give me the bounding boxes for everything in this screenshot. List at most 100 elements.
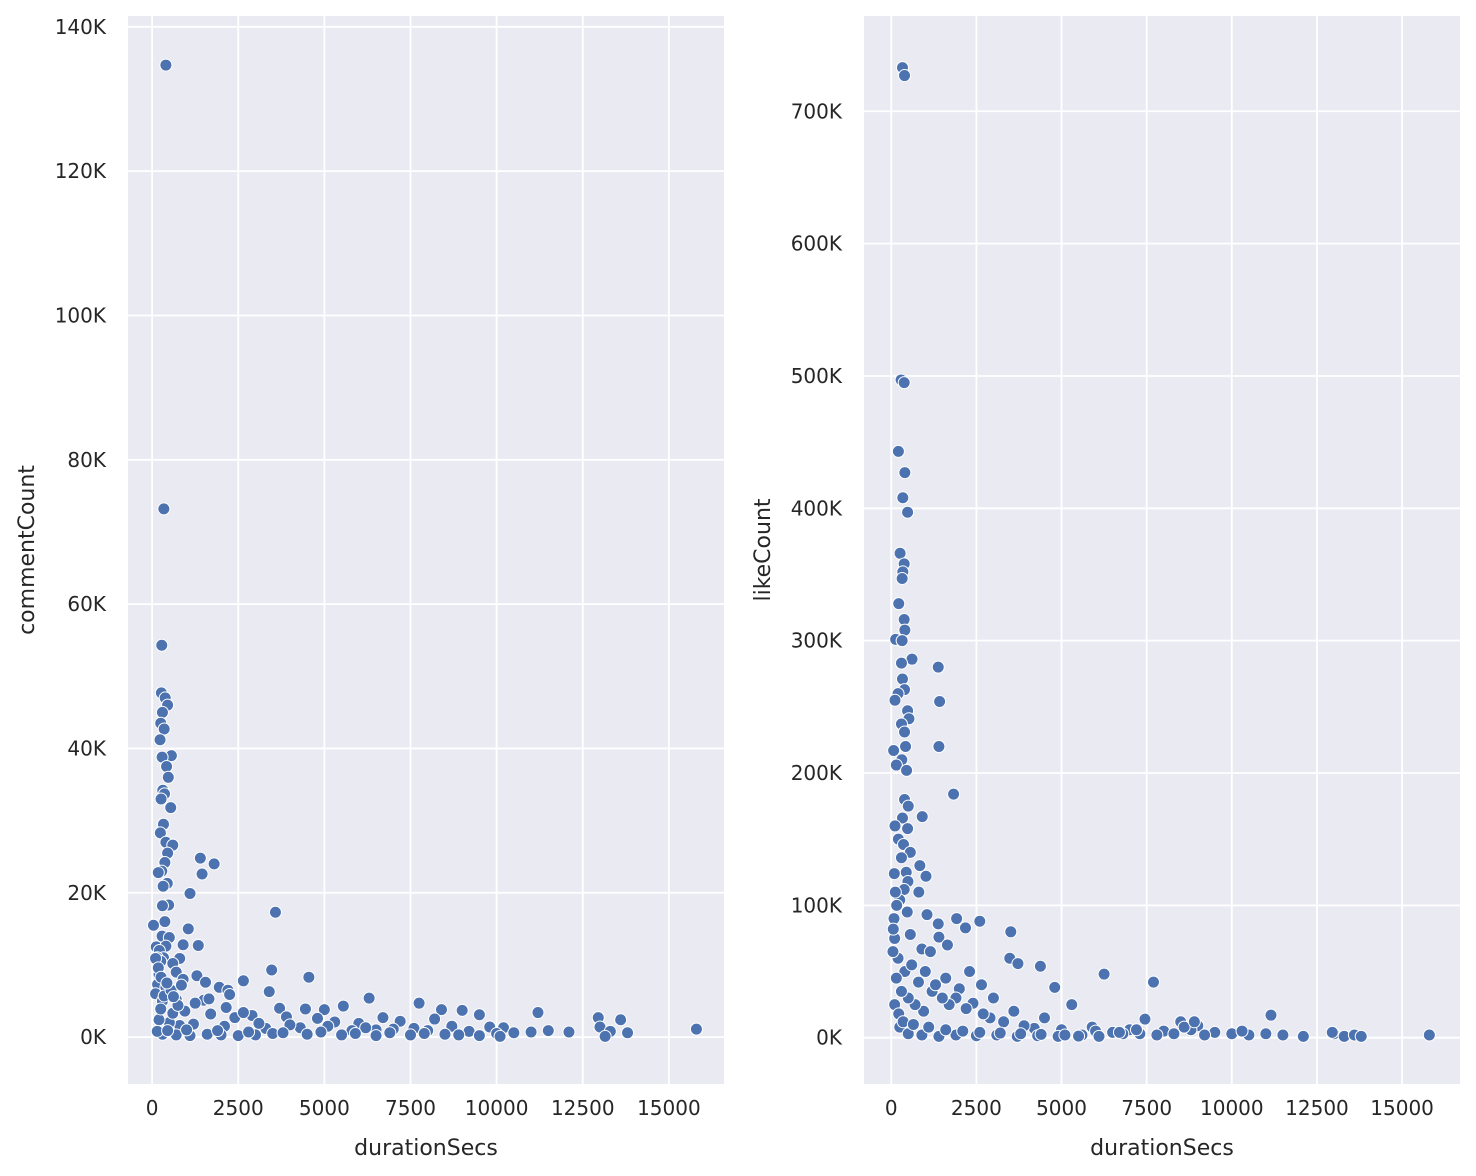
data-point [348, 1026, 362, 1040]
x-tick-label: 10000 [1200, 1096, 1264, 1120]
data-point [1004, 925, 1018, 939]
data-point [976, 1007, 990, 1021]
y-tick-label: 600K [791, 232, 843, 256]
data-point [276, 1026, 290, 1040]
data-point [898, 466, 912, 480]
data-point [898, 69, 912, 83]
data-point [1038, 1011, 1052, 1025]
data-point [1296, 1029, 1310, 1043]
data-point [906, 1017, 920, 1031]
data-point [1033, 959, 1047, 973]
y-tick-label: 500K [791, 364, 843, 388]
data-point [901, 822, 915, 836]
data-point [417, 1026, 431, 1040]
data-point [1014, 1027, 1028, 1041]
data-point [958, 921, 972, 935]
data-point [598, 1029, 612, 1043]
data-point [1325, 1025, 1339, 1039]
data-point [886, 945, 900, 959]
data-point [935, 991, 949, 1005]
data-point [920, 908, 934, 922]
y-tick-label: 0K [80, 1025, 107, 1049]
data-point [919, 869, 933, 883]
data-point [268, 905, 282, 919]
data-point [242, 1025, 256, 1039]
data-point [895, 634, 909, 648]
data-point [219, 1001, 233, 1015]
data-point [199, 975, 213, 989]
data-point [1058, 1028, 1072, 1042]
data-point [155, 705, 169, 719]
data-point [302, 970, 316, 984]
x-tick-label: 7500 [1121, 1096, 1172, 1120]
data-point [314, 1025, 328, 1039]
data-point [894, 984, 908, 998]
data-point [157, 502, 171, 516]
y-tick-label: 80K [67, 448, 106, 472]
data-point [524, 1025, 538, 1039]
data-point [452, 1028, 466, 1042]
data-point [915, 810, 929, 824]
data-point [1198, 1028, 1212, 1042]
data-point [376, 1011, 390, 1025]
x-tick-label: 10000 [465, 1096, 529, 1120]
data-point [1177, 1020, 1191, 1034]
data-point [689, 1022, 703, 1036]
x-tick-label: 15000 [637, 1096, 701, 1120]
plot-area [128, 16, 724, 1084]
data-point [1092, 1029, 1106, 1043]
data-point [166, 990, 180, 1004]
data-point [300, 1027, 314, 1041]
data-point [403, 1028, 417, 1042]
data-point [161, 770, 175, 784]
data-point [931, 917, 945, 931]
data-point [939, 1023, 953, 1037]
data-point [1112, 1025, 1126, 1039]
like-count-panel: 0 2500 5000 7500 10000 12500 15000 0K 100K 200K 30… [751, 16, 1460, 1161]
data-point [973, 914, 987, 928]
data-point [929, 978, 943, 992]
data-point [894, 656, 908, 670]
data-point [901, 799, 915, 813]
x-tick-label: 5000 [1036, 1096, 1087, 1120]
data-point [905, 958, 919, 972]
data-point [901, 505, 915, 519]
data-point [507, 1026, 521, 1040]
data-point [888, 693, 902, 707]
data-point [933, 695, 947, 709]
data-point [621, 1026, 635, 1040]
data-point [1007, 1004, 1021, 1018]
data-point [917, 1004, 931, 1018]
data-point [158, 915, 172, 929]
data-point [913, 859, 927, 873]
data-point [472, 1029, 486, 1043]
data-point [896, 491, 910, 505]
data-point [252, 1016, 266, 1030]
data-point [963, 965, 977, 979]
data-point [362, 991, 376, 1005]
data-point [1034, 1027, 1048, 1041]
data-point [438, 1027, 452, 1041]
data-point [155, 899, 169, 913]
data-point [1129, 1023, 1143, 1037]
comment-count-panel: 0 2500 5000 7500 10000 12500 15000 0K 20K 40K 60K 8… [15, 15, 724, 1161]
data-point [190, 969, 204, 983]
data-point [455, 1003, 469, 1017]
data-point [531, 1006, 545, 1020]
data-point [887, 743, 901, 757]
x-tick-label: 5000 [299, 1096, 350, 1120]
data-point [154, 1002, 168, 1016]
x-tick-label: 2500 [951, 1096, 1002, 1120]
y-axis-label: commentCount [15, 465, 40, 635]
data-point [1264, 1008, 1278, 1022]
y-tick-label: 400K [791, 496, 843, 520]
x-tick-label: 12500 [1285, 1096, 1349, 1120]
data-point [156, 879, 170, 893]
data-point [888, 819, 902, 833]
data-point [899, 740, 913, 754]
data-point [1422, 1028, 1436, 1042]
data-point [892, 597, 906, 611]
data-point [157, 722, 171, 736]
data-point [900, 905, 914, 919]
y-tick-label: 140K [55, 15, 107, 39]
